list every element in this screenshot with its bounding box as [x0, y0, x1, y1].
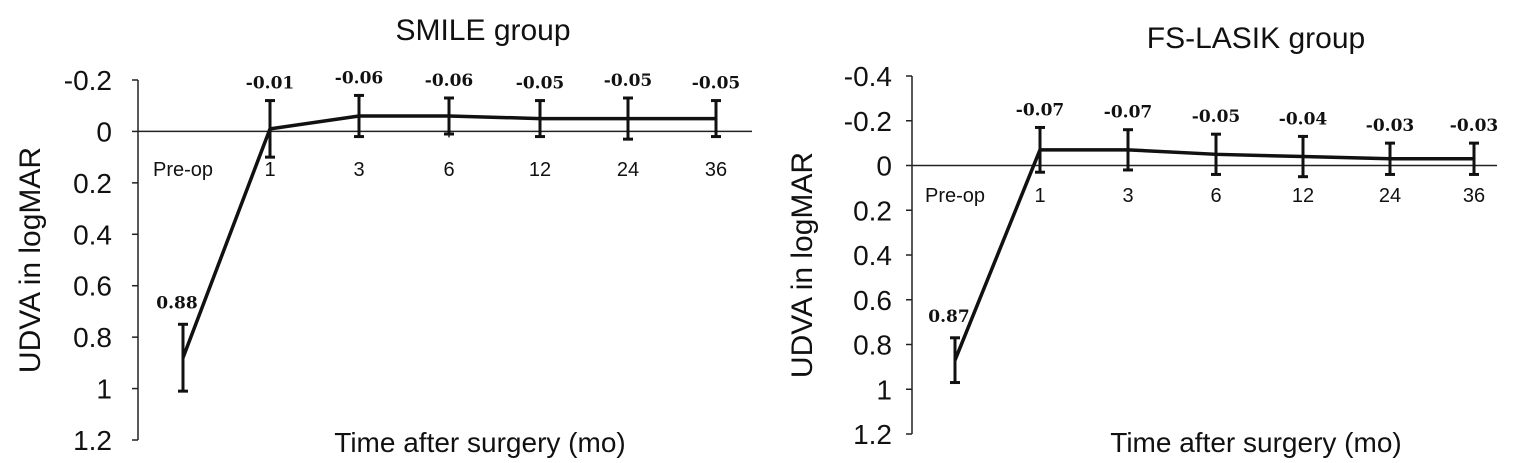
data-label: -0.01 — [246, 74, 294, 94]
x-tick-label: 1 — [1034, 185, 1045, 207]
data-label: -0.05 — [692, 74, 740, 94]
y-tick-label: 1.2 — [853, 419, 892, 450]
data-point — [268, 127, 272, 131]
x-tick-label: 1 — [264, 159, 275, 181]
y-tick-label: 1 — [96, 374, 112, 405]
y-tick-label: 0.8 — [73, 322, 112, 353]
x-tick-label: 12 — [1292, 185, 1314, 207]
y-axis-label: UDVA in logMAR — [786, 152, 819, 378]
y-tick-label: 0 — [876, 151, 892, 182]
y-tick-label: 0.2 — [853, 195, 892, 226]
chart-1: SMILE group UDVA in logMAR Time after surg… — [14, 14, 752, 458]
x-tick-label: 3 — [353, 159, 364, 181]
x-axis-label: Time after surgery (mo) — [334, 427, 625, 458]
data-point — [447, 114, 451, 118]
x-tick-label: 3 — [1122, 185, 1133, 207]
data-label: -0.06 — [425, 71, 473, 91]
chart-title: SMILE group — [395, 14, 570, 47]
y-tick-label: 0.2 — [73, 168, 112, 199]
data-label: -0.06 — [335, 68, 383, 88]
data-point — [538, 117, 542, 121]
data-point — [1038, 148, 1042, 152]
data-point — [1214, 152, 1218, 156]
data-label: -0.05 — [604, 71, 652, 91]
y-tick-label: 0.4 — [853, 240, 892, 271]
x-tick-label: Pre-op — [153, 159, 213, 181]
y-axis-label: UDVA in logMAR — [14, 147, 47, 373]
data-point — [1301, 155, 1305, 159]
data-point — [181, 356, 185, 360]
x-tick-label: Pre-op — [925, 185, 985, 207]
data-label: -0.04 — [1279, 109, 1328, 129]
y-tick-label: 0 — [96, 116, 112, 147]
data-label: -0.07 — [1104, 103, 1152, 123]
data-label: 0.88 — [156, 293, 197, 313]
y-tick-label: 0.8 — [853, 330, 892, 361]
data-point — [1388, 157, 1392, 161]
data-label: -0.05 — [516, 74, 564, 94]
data-point — [1126, 148, 1130, 152]
y-tick-label: 1.2 — [73, 425, 112, 456]
chart-title: FS-LASIK group — [1147, 22, 1365, 55]
y-tick-label: 1 — [876, 374, 892, 405]
x-tick-label: 6 — [443, 159, 454, 181]
chart-2: FS-LASIK group UDVA in logMAR Time after s… — [786, 22, 1498, 458]
series-line — [953, 148, 1474, 361]
data-point — [626, 117, 630, 121]
y-tick-label: 0.6 — [73, 271, 112, 302]
x-tick-label: 24 — [1379, 185, 1401, 207]
y-tick-label: -0.4 — [844, 61, 892, 92]
data-label: -0.03 — [1366, 116, 1414, 136]
y-tick-label: 0.6 — [853, 285, 892, 316]
data-point — [1472, 157, 1476, 161]
x-axis-label: Time after surgery (mo) — [1110, 427, 1401, 458]
data-label: -0.05 — [1192, 107, 1240, 127]
x-tick-label: 36 — [705, 159, 727, 181]
data-label: 0.87 — [928, 307, 969, 327]
data-point — [357, 114, 361, 118]
y-tick-label: -0.2 — [64, 65, 112, 96]
data-label: -0.07 — [1016, 100, 1064, 120]
data-point — [953, 358, 957, 362]
y-tick-label: 0.4 — [73, 219, 112, 250]
data-label: -0.03 — [1450, 116, 1498, 136]
x-tick-label: 24 — [617, 159, 639, 181]
x-tick-label: 12 — [529, 159, 551, 181]
y-tick-label: -0.2 — [844, 106, 892, 137]
x-tick-label: 36 — [1463, 185, 1485, 207]
series-line — [181, 114, 716, 359]
data-point — [714, 117, 718, 121]
x-tick-label: 6 — [1210, 185, 1221, 207]
